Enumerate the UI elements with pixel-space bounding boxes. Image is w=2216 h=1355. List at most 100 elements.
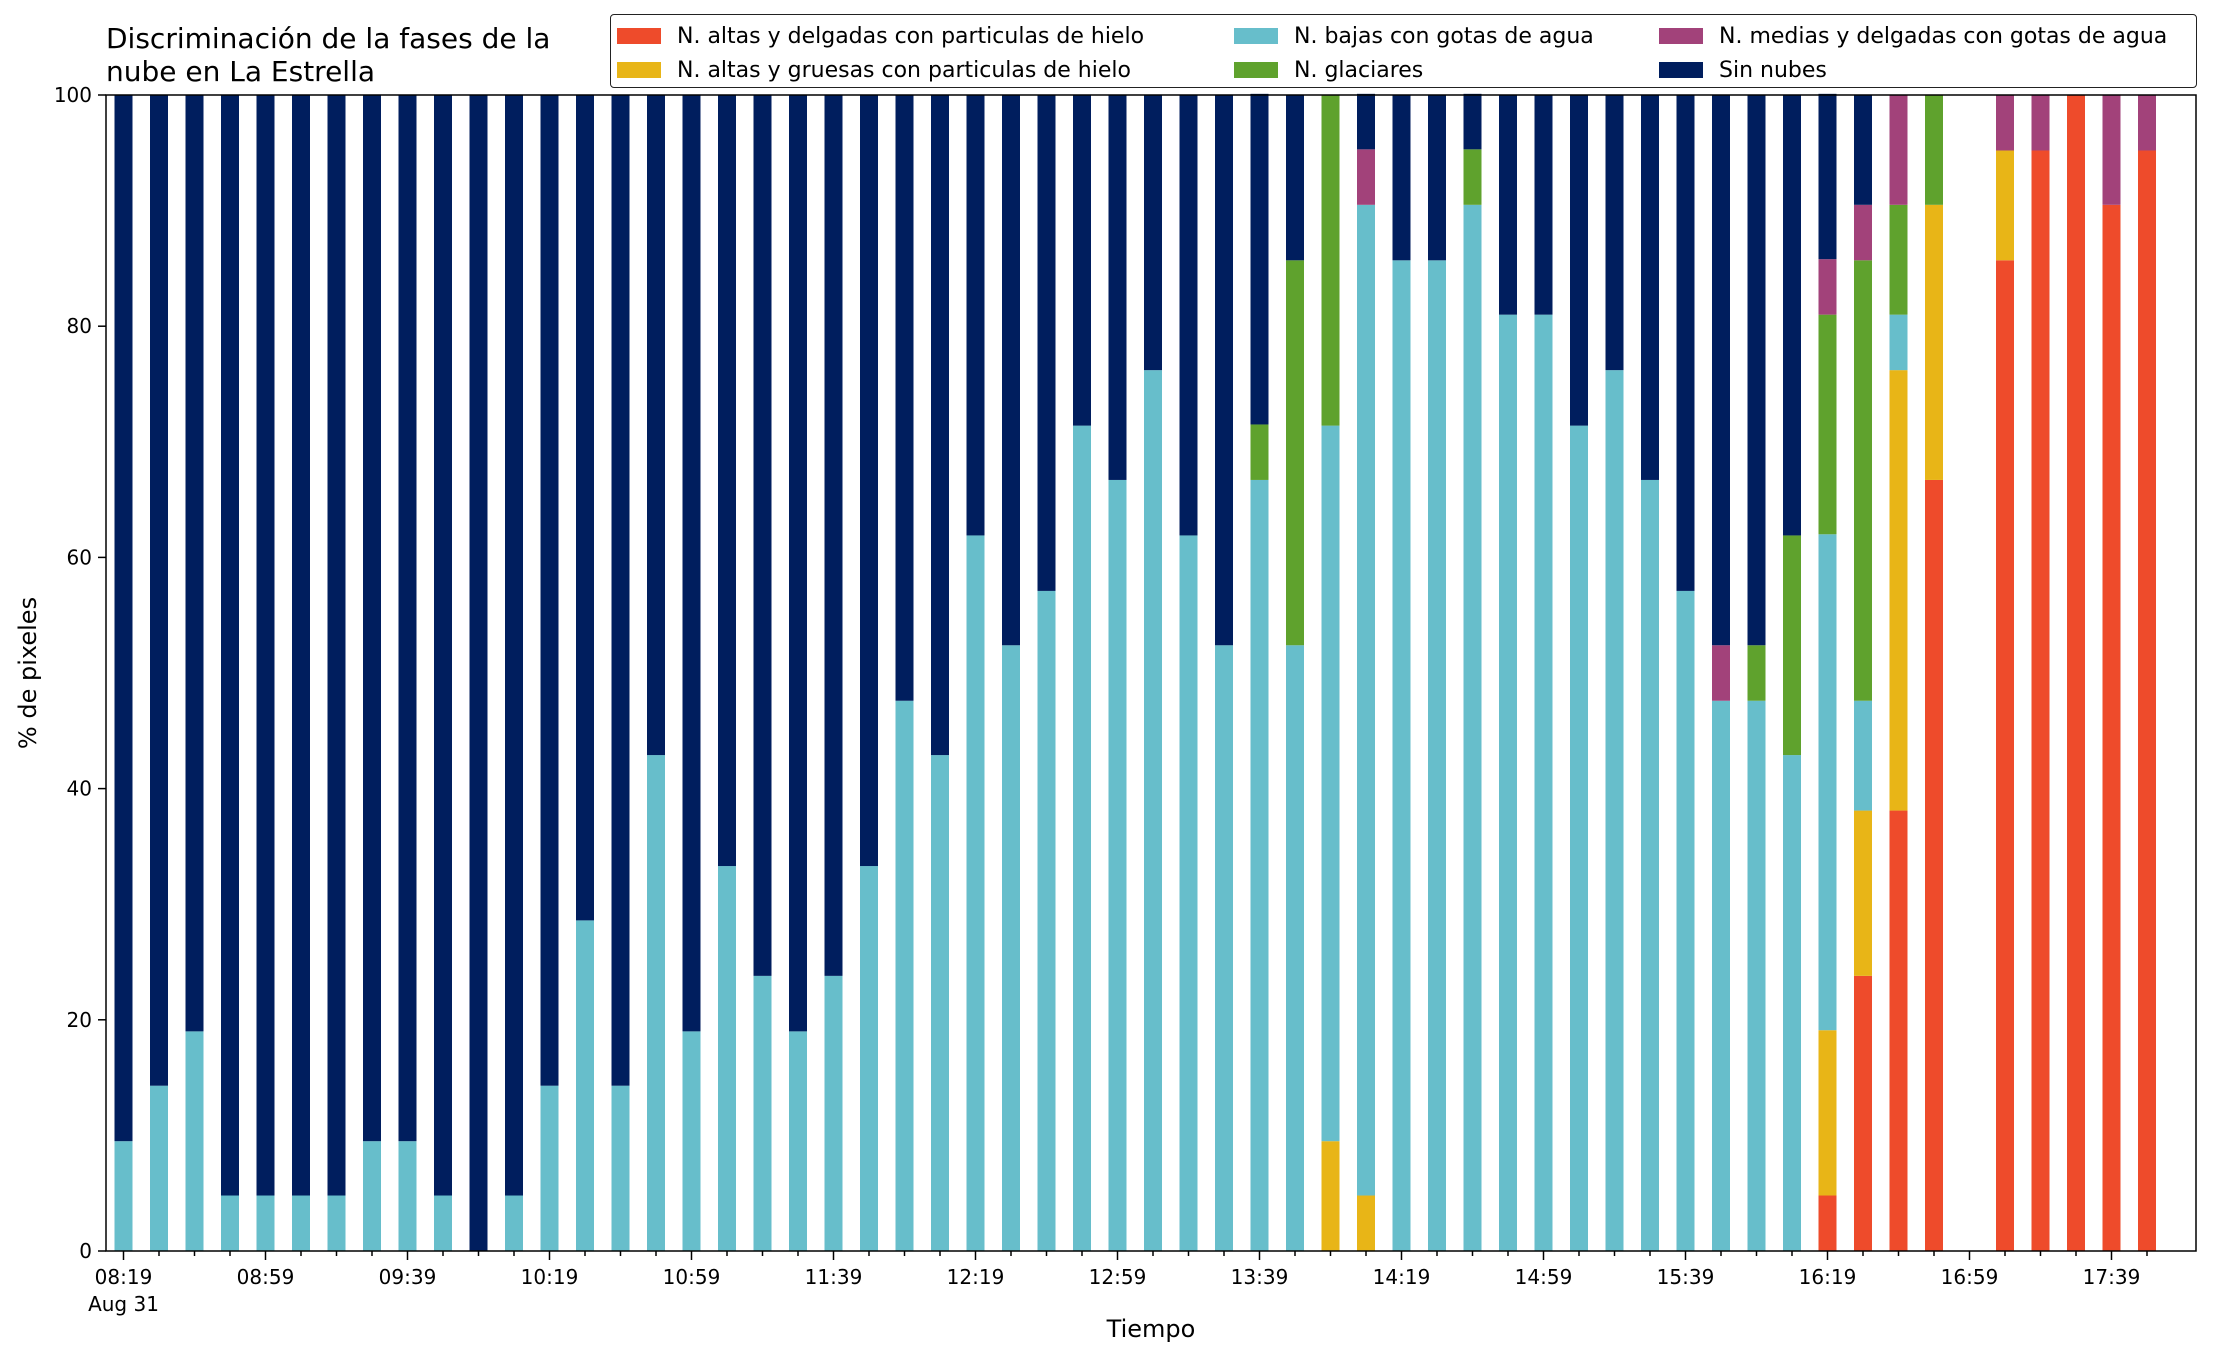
bar-segment-2-41 xyxy=(1570,425,1588,1252)
bar-segment-5-9 xyxy=(434,95,452,1196)
y-tick-label-60: 60 xyxy=(67,545,92,569)
bar-segment-5-32 xyxy=(1250,93,1269,425)
bar-segment-2-8 xyxy=(398,1141,417,1251)
x-tick-label-14: 17:39 xyxy=(2083,1265,2141,1289)
bar-segment-2-50 xyxy=(1889,314,1908,371)
bar-segment-2-15 xyxy=(647,755,665,1251)
bar-segment-4-49 xyxy=(1854,204,1872,261)
bar-segment-0-53 xyxy=(1996,260,2014,1252)
bar-segment-5-22 xyxy=(895,95,914,701)
bar-segment-2-19 xyxy=(789,1031,807,1251)
bar-segment-5-46 xyxy=(1747,95,1766,646)
legend-swatch xyxy=(617,28,661,44)
bar-segment-2-40 xyxy=(1534,314,1553,1251)
bar-segment-2-12 xyxy=(540,1085,559,1251)
bar-segment-3-50 xyxy=(1889,204,1908,315)
bar-segment-2-17 xyxy=(718,866,736,1251)
bar-segment-2-0 xyxy=(114,1141,133,1251)
legend-swatch xyxy=(1659,28,1703,44)
x-tick-label-9: 14:19 xyxy=(1373,1265,1431,1289)
legend-item-altas-gruesas: N. altas y gruesas con particulas de hie… xyxy=(617,53,1234,87)
x-tick-label-5: 11:39 xyxy=(805,1265,863,1289)
bar-segment-2-1 xyxy=(150,1085,168,1251)
x-tick-label-8: 13:39 xyxy=(1231,1265,1289,1289)
bar-segment-3-33 xyxy=(1286,260,1304,646)
bar-segment-2-6 xyxy=(327,1195,346,1251)
bar-segment-2-14 xyxy=(611,1085,630,1251)
bar-segment-5-44 xyxy=(1676,95,1695,591)
bar-segment-2-18 xyxy=(753,975,772,1251)
y-tick-label-20: 20 xyxy=(67,1008,92,1032)
bar-segment-4-53 xyxy=(1996,95,2014,151)
bar-segment-3-51 xyxy=(1925,95,1943,205)
legend-label: N. altas y gruesas con particulas de hie… xyxy=(677,57,1131,83)
x-tick-label-2: 09:39 xyxy=(379,1265,437,1289)
bar-segment-2-25 xyxy=(1002,645,1020,1251)
bar-segment-2-44 xyxy=(1676,590,1695,1251)
x-tick-label-3: 10:19 xyxy=(521,1265,579,1289)
legend-item-altas-delgadas: N. altas y delgadas con particulas de hi… xyxy=(617,19,1234,53)
bar-segment-2-4 xyxy=(256,1195,275,1251)
y-tick-label-80: 80 xyxy=(67,314,92,338)
bar-segment-5-7 xyxy=(363,95,381,1142)
bar-segment-5-33 xyxy=(1286,95,1304,261)
bar-segment-5-39 xyxy=(1499,95,1517,315)
bar-segment-5-20 xyxy=(824,95,843,976)
x-tick-label-0: 08:19 xyxy=(95,1265,153,1289)
bar-segment-2-22 xyxy=(895,700,914,1251)
bar-segment-0-56 xyxy=(2102,204,2121,1251)
bar-segment-0-50 xyxy=(1889,810,1908,1251)
bar-segment-5-25 xyxy=(1002,95,1020,646)
x-axis-label: Tiempo xyxy=(1106,1315,1196,1343)
legend-swatch xyxy=(617,62,661,78)
bar-segment-1-50 xyxy=(1889,370,1908,811)
bar-segment-5-2 xyxy=(185,95,204,1032)
bar-segment-2-45 xyxy=(1712,700,1730,1251)
legend-swatch xyxy=(1659,62,1703,78)
bar-segment-2-23 xyxy=(931,755,949,1251)
bar-segment-2-32 xyxy=(1250,479,1269,1251)
bar-segment-5-36 xyxy=(1392,95,1411,261)
bar-segment-5-0 xyxy=(114,95,133,1142)
bar-segment-4-35 xyxy=(1357,149,1375,205)
bar-segment-1-35 xyxy=(1357,1195,1375,1251)
bar-segment-5-14 xyxy=(611,95,630,1086)
bar-segment-5-31 xyxy=(1215,95,1233,646)
bar-segment-5-8 xyxy=(398,95,417,1142)
bar-segment-5-35 xyxy=(1357,93,1375,150)
bar-segment-3-49 xyxy=(1854,260,1872,701)
bar-segment-1-53 xyxy=(1996,150,2014,261)
plot-frame xyxy=(105,94,2197,1252)
bar-segment-5-1 xyxy=(150,95,168,1086)
bar-segment-5-41 xyxy=(1570,95,1588,426)
bar-segment-5-43 xyxy=(1641,95,1659,480)
bar-segment-5-49 xyxy=(1854,95,1872,205)
bar-segment-2-35 xyxy=(1357,204,1375,1196)
bar-segment-5-10 xyxy=(469,95,488,1251)
bar-segment-5-19 xyxy=(789,95,807,1032)
bar-segment-5-21 xyxy=(860,95,878,867)
bar-segment-5-13 xyxy=(576,95,594,921)
bar-segment-2-42 xyxy=(1605,370,1624,1251)
legend-swatch xyxy=(1234,62,1278,78)
bar-segment-5-30 xyxy=(1179,95,1198,536)
bar-segment-0-48 xyxy=(1818,1195,1837,1251)
bar-segment-5-42 xyxy=(1605,95,1624,371)
bar-segment-5-40 xyxy=(1534,95,1553,315)
bar-segment-3-32 xyxy=(1250,424,1269,480)
bar-segment-2-5 xyxy=(292,1195,310,1251)
x-tick-label-4: 10:59 xyxy=(663,1265,721,1289)
bar-segment-3-48 xyxy=(1818,314,1837,535)
bar-segment-2-2 xyxy=(185,1031,204,1251)
bar-segment-2-13 xyxy=(576,920,594,1251)
bar-segment-3-46 xyxy=(1747,645,1766,701)
bar-segment-2-46 xyxy=(1747,700,1766,1251)
bar-segment-2-11 xyxy=(505,1195,523,1251)
bar-segment-5-15 xyxy=(647,95,665,756)
bar-segment-2-16 xyxy=(682,1031,701,1251)
bar-segment-2-39 xyxy=(1499,314,1517,1251)
x-tick-label-11: 15:39 xyxy=(1657,1265,1715,1289)
bar-segment-2-37 xyxy=(1428,260,1446,1252)
bar-segment-5-23 xyxy=(931,95,949,756)
bar-segment-4-57 xyxy=(2138,95,2156,151)
